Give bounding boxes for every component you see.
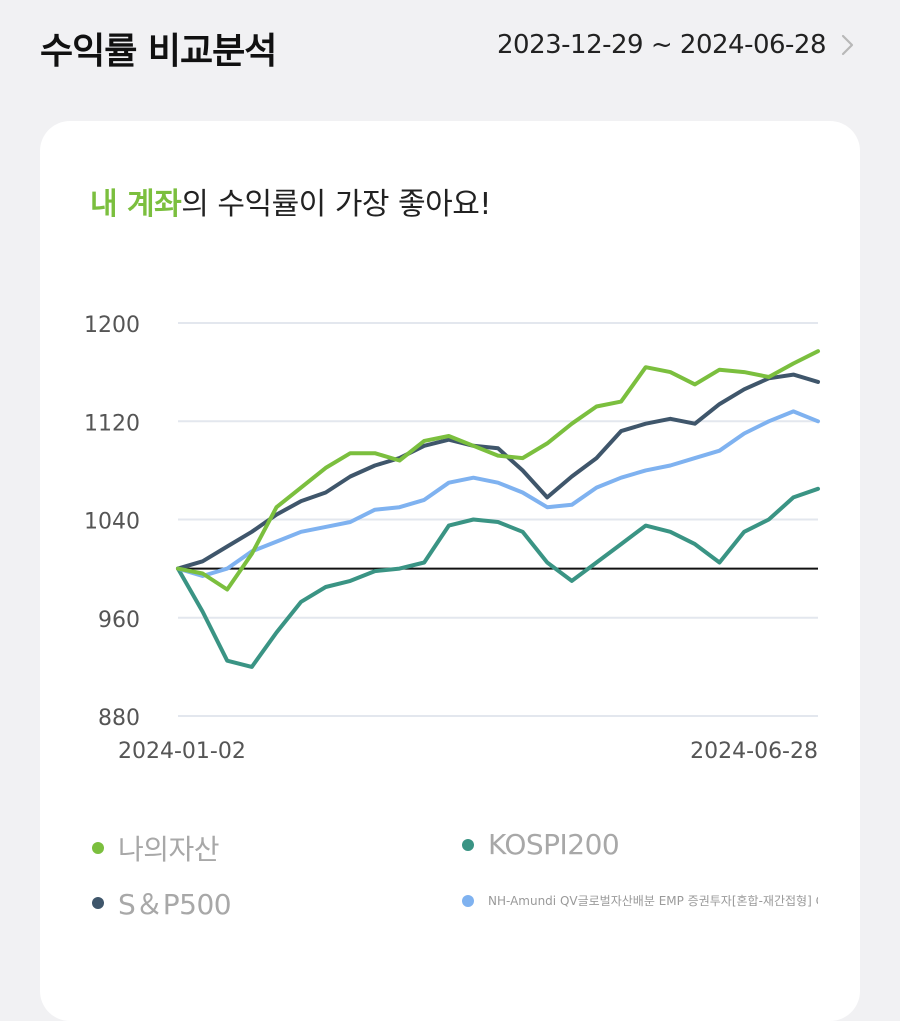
legend-dot-icon [462, 838, 474, 851]
x-tick-label: 2024-06-28 [690, 739, 818, 764]
y-tick-label: 880 [98, 706, 140, 731]
headline-highlight: 내 계좌 [90, 187, 182, 222]
headline-text: 의 수익률이 가장 좋아요! [181, 187, 491, 222]
series-line [176, 349, 820, 592]
legend-item-fund: NH-Amundi QV글로벌자산배분 EMP 증권투자[혼합-재간접형] C [462, 892, 818, 909]
comparison-card: 내 계좌의 수익률이 가장 좋아요! 1200 1120 1040 960 880 202… [40, 121, 860, 1021]
period-selector[interactable]: 2023-12-29 ~ 2024-06-28 [497, 30, 856, 60]
page-title: 수익률 비교분석 [40, 31, 277, 72]
headline: 내 계좌의 수익률이 가장 좋아요! [90, 179, 491, 223]
y-tick-label: 1040 [84, 510, 140, 535]
y-tick-label: 1120 [84, 411, 140, 436]
x-tick-label: 2024-01-02 [118, 739, 246, 764]
series-line [176, 409, 820, 578]
legend-item-sp500: S＆P500 [92, 883, 232, 923]
y-tick-label: 960 [98, 608, 140, 633]
legend-label: S＆P500 [118, 888, 232, 921]
legend-dot-icon [92, 897, 104, 909]
legend-dot-icon [92, 842, 104, 854]
chevron-right-icon [841, 34, 854, 56]
header: 수익률 비교분석 2023-12-29 ~ 2024-06-28 [0, 0, 900, 100]
legend-dot-icon [462, 894, 474, 907]
legend-label: KOSPI200 [488, 828, 620, 861]
legend-label: NH-Amundi QV글로벌자산배분 EMP 증권투자[혼합-재간접형] C [488, 894, 818, 908]
period-range: 2023-12-29 ~ 2024-06-28 [496, 30, 827, 60]
y-tick-label: 1200 [84, 313, 140, 338]
legend-item-kospi200: KOSPI200 [462, 828, 620, 861]
return-chart: 1200 1120 1040 960 880 2024-01-02 2024-06-28 [84, 313, 820, 764]
series-line [176, 486, 820, 669]
series-line [176, 372, 820, 571]
legend-label: 나의자산 [118, 833, 220, 866]
legend-item-my-assets: 나의자산 [92, 828, 220, 868]
